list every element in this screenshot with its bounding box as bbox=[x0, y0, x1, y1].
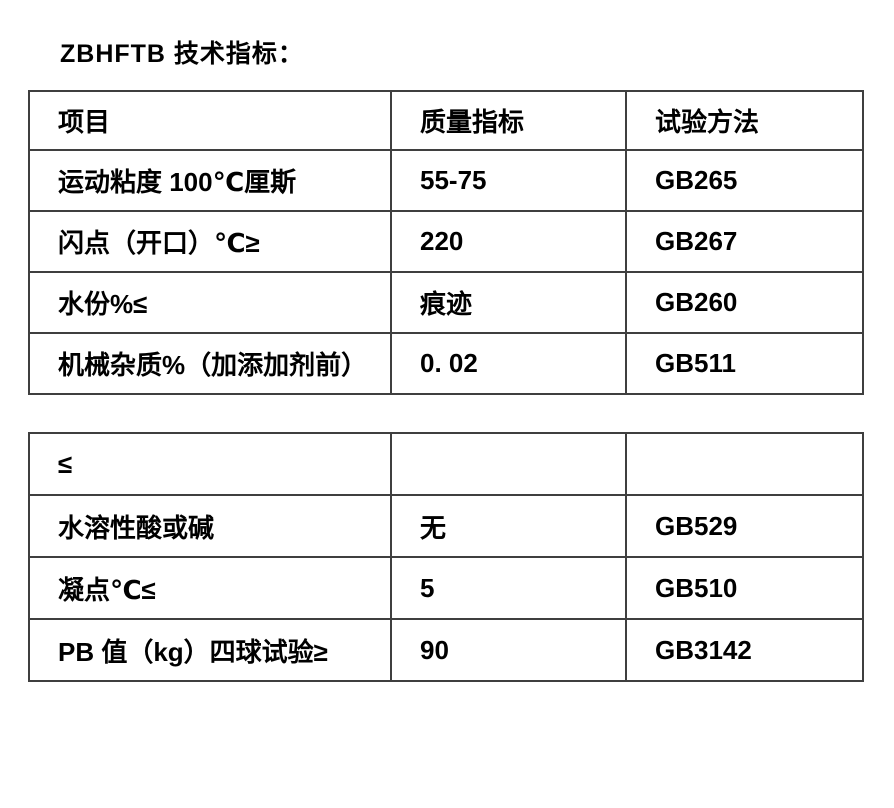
item-name-cell: ≤ bbox=[28, 432, 392, 496]
method-cell: GB3142 bbox=[625, 618, 864, 682]
method-cell: GB265 bbox=[625, 149, 864, 212]
table-header-row: 项目 质量指标 试验方法 bbox=[28, 90, 864, 151]
method-cell: GB529 bbox=[625, 494, 864, 558]
value-cell: 0. 02 bbox=[390, 332, 627, 395]
table-row: 水溶性酸或碱 无 GB529 bbox=[28, 494, 864, 558]
item-name-cell: PB 值（kg）四球试验≥ bbox=[28, 618, 392, 682]
spec-table-main: 项目 质量指标 试验方法 运动粘度 100℃厘斯 55-75 GB265 闪点（… bbox=[28, 90, 864, 395]
method-cell: GB511 bbox=[625, 332, 864, 395]
table-row: 闪点（开口）℃≥ 220 GB267 bbox=[28, 210, 864, 273]
page-title: ZBHFTB 技术指标： bbox=[60, 40, 304, 68]
spec-table-continuation: ≤ 水溶性酸或碱 无 GB529 凝点℃≤ 5 GB510 PB 值（kg）四球… bbox=[28, 432, 864, 682]
item-name-cell: 运动粘度 100℃厘斯 bbox=[28, 149, 392, 212]
item-name-cell: 水溶性酸或碱 bbox=[28, 494, 392, 558]
value-cell: 90 bbox=[390, 618, 627, 682]
table-row: 水份%≤ 痕迹 GB260 bbox=[28, 271, 864, 334]
value-cell: 5 bbox=[390, 556, 627, 620]
table-row: ≤ bbox=[28, 432, 864, 496]
column-header-quality-index: 质量指标 bbox=[390, 90, 627, 151]
value-cell: 无 bbox=[390, 494, 627, 558]
value-cell: 55-75 bbox=[390, 149, 627, 212]
column-header-item: 项目 bbox=[28, 90, 392, 151]
column-header-test-method: 试验方法 bbox=[625, 90, 864, 151]
item-name-cell: 水份%≤ bbox=[28, 271, 392, 334]
table-row: 运动粘度 100℃厘斯 55-75 GB265 bbox=[28, 149, 864, 212]
method-cell: GB510 bbox=[625, 556, 864, 620]
table-row: PB 值（kg）四球试验≥ 90 GB3142 bbox=[28, 618, 864, 682]
value-cell: 痕迹 bbox=[390, 271, 627, 334]
value-cell: 220 bbox=[390, 210, 627, 273]
method-cell: GB260 bbox=[625, 271, 864, 334]
table-row: 机械杂质%（加添加剂前） 0. 02 GB511 bbox=[28, 332, 864, 395]
table-row: 凝点℃≤ 5 GB510 bbox=[28, 556, 864, 620]
value-cell bbox=[390, 432, 627, 496]
item-name-cell: 机械杂质%（加添加剂前） bbox=[28, 332, 392, 395]
item-name-cell: 凝点℃≤ bbox=[28, 556, 392, 620]
item-name-cell: 闪点（开口）℃≥ bbox=[28, 210, 392, 273]
method-cell: GB267 bbox=[625, 210, 864, 273]
method-cell bbox=[625, 432, 864, 496]
